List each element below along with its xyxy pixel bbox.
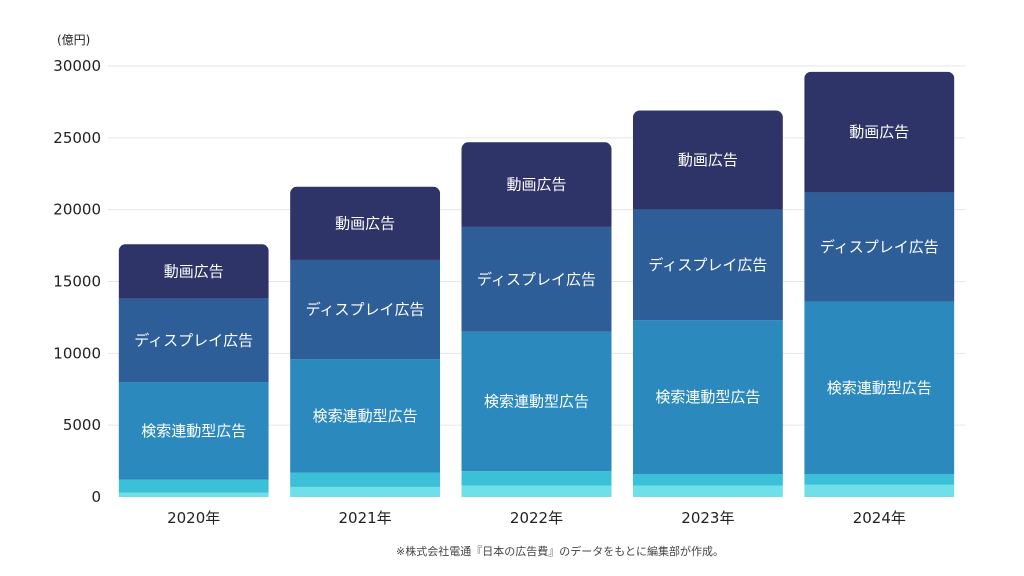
segment-label: 検索連動型広告 xyxy=(141,422,246,440)
bar-segment xyxy=(118,479,269,493)
bar-segment xyxy=(804,474,955,485)
segment-label: 動画広告 xyxy=(678,151,738,169)
y-tick-label: 5000 xyxy=(63,416,101,434)
bar-segment xyxy=(290,259,441,360)
y-tick-label: 10000 xyxy=(53,344,101,362)
x-tick-label: 2022年 xyxy=(510,509,563,527)
segment-label: 検索連動型広告 xyxy=(827,379,932,397)
bar-segment xyxy=(804,71,955,193)
segment-label: 検索連動型広告 xyxy=(655,388,760,406)
y-tick-label: 15000 xyxy=(53,273,101,291)
x-tick-label: 2020年 xyxy=(167,509,220,527)
segment-label: ディスプレイ広告 xyxy=(648,256,767,274)
segment-label: 動画広告 xyxy=(164,262,224,280)
bar-segment xyxy=(804,192,955,302)
y-tick-label: 0 xyxy=(91,488,101,506)
bar-segment xyxy=(118,244,269,299)
bar-stack xyxy=(461,142,612,497)
segment-label: 検索連動型広告 xyxy=(484,392,589,410)
bar-segment xyxy=(804,484,955,497)
axes: (億円) 0 5000 10000 15000 20000 25000 30000 2020年… xyxy=(53,33,906,527)
segment-label: ディスプレイ広告 xyxy=(477,270,596,288)
footnote: ※株式会社電通『日本の広告費』のデータをもとに編集部が作成。 xyxy=(396,544,724,558)
segment-label: ディスプレイ広告 xyxy=(306,301,425,319)
bar-segment xyxy=(632,485,783,497)
x-tick-label: 2023年 xyxy=(681,509,734,527)
segment-labels: 検索連動型広告ディスプレイ広告動画広告検索連動型広告ディスプレイ広告動画広告検索… xyxy=(134,123,939,440)
bar-segment xyxy=(632,209,783,321)
bar-segment xyxy=(290,359,441,473)
bar-segment xyxy=(804,301,955,475)
bar-segment xyxy=(461,142,612,227)
bar-stack xyxy=(118,244,269,497)
bar-segment xyxy=(290,186,441,260)
bar-stack xyxy=(632,110,783,497)
segment-label: ディスプレイ広告 xyxy=(820,238,939,256)
y-tick-label: 20000 xyxy=(53,201,101,219)
bar-segment xyxy=(632,110,783,210)
x-tick-label: 2021年 xyxy=(339,509,392,527)
y-tick-label: 30000 xyxy=(53,57,101,75)
y-unit-label: (億円) xyxy=(57,33,90,47)
bars xyxy=(118,71,955,497)
bar-segment xyxy=(118,298,269,383)
y-tick-label: 25000 xyxy=(53,129,101,147)
bar-segment xyxy=(290,486,441,497)
bar-stack xyxy=(804,71,955,497)
bar-segment xyxy=(118,492,269,497)
bar-segment xyxy=(632,320,783,475)
bar-segment xyxy=(461,471,612,486)
segment-label: ディスプレイ広告 xyxy=(134,331,253,349)
segment-label: 動画広告 xyxy=(335,214,395,232)
segment-label: 動画広告 xyxy=(506,176,566,194)
bar-segment xyxy=(632,474,783,486)
bar-segment xyxy=(290,472,441,487)
bar-stack xyxy=(290,186,441,497)
bar-segment xyxy=(461,331,612,472)
bar-segment xyxy=(118,382,269,480)
segment-label: 動画広告 xyxy=(849,123,909,141)
x-tick-label: 2024年 xyxy=(853,509,906,527)
bar-segment xyxy=(461,226,612,332)
bar-segment xyxy=(461,485,612,497)
segment-label: 検索連動型広告 xyxy=(313,407,418,425)
